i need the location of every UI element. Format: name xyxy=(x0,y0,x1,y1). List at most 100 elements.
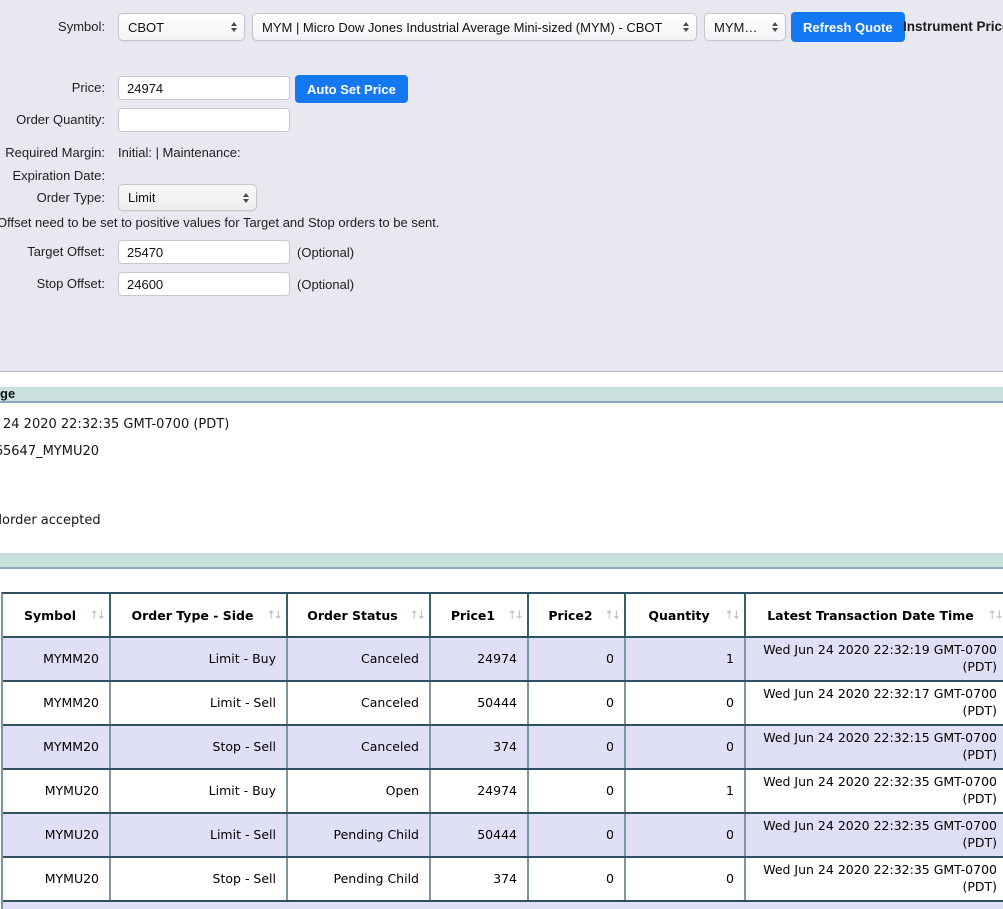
cell-status: Pending Child xyxy=(288,858,431,900)
target-offset-label: Target Offset: xyxy=(0,239,105,265)
instrument-select[interactable]: MYM | Micro Dow Jones Industrial Average… xyxy=(252,13,697,41)
cell-type-side: Limit - Sell xyxy=(111,814,288,856)
required-margin-value: Initial: | Maintenance: xyxy=(118,145,241,160)
cell-datetime: Wed Jun 24 2020 22:32:15 GMT-0700 (PDT) xyxy=(746,726,1003,768)
cell-quantity: 0 xyxy=(626,814,746,856)
sort-icon[interactable]: ↑↓ xyxy=(90,609,104,622)
cell-status: Open xyxy=(288,770,431,812)
contract-select[interactable]: MYMU20 xyxy=(704,13,786,41)
order-type-select-value: Limit xyxy=(128,190,155,205)
cell-price1: 50444 xyxy=(431,814,529,856)
column-header-price1[interactable]: Price1↑↓ xyxy=(431,594,529,636)
cell-price2: 0 xyxy=(529,770,626,812)
cell-price2: 0 xyxy=(529,682,626,724)
cell-type-side: Limit - Sell xyxy=(111,682,288,724)
column-header-quantity[interactable]: Quantity↑↓ xyxy=(626,594,746,636)
cell-symbol: MYMU20 xyxy=(3,770,111,812)
cell-quantity: 1 xyxy=(626,770,746,812)
stop-optional-hint: (Optional) xyxy=(297,277,354,292)
table-row-partial xyxy=(3,902,1003,909)
table-row[interactable]: MYMM20 Limit - Sell Canceled 50444 0 0 W… xyxy=(3,682,1003,726)
select-arrows-icon xyxy=(231,22,237,32)
order-type-select[interactable]: Limit xyxy=(118,184,257,211)
cell-type-side: Limit - Buy xyxy=(111,770,288,812)
stop-offset-input[interactable] xyxy=(118,272,290,296)
cell-type-side: Stop - Sell xyxy=(111,726,288,768)
message-order-id: 65647_MYMU20 xyxy=(0,444,99,459)
cell-quantity: 1 xyxy=(626,638,746,680)
cell-datetime: Wed Jun 24 2020 22:32:35 GMT-0700 (PDT) xyxy=(746,770,1003,812)
select-arrows-icon xyxy=(772,22,778,32)
cell-datetime: Wed Jun 24 2020 22:32:17 GMT-0700 (PDT) xyxy=(746,682,1003,724)
orders-table: Symbol↑↓ Order Type - Side↑↓ Order Statu… xyxy=(1,592,1003,909)
cell-symbol: MYMM20 xyxy=(3,682,111,724)
cell-quantity: 0 xyxy=(626,858,746,900)
message-status: dorder accepted xyxy=(0,513,101,528)
cell-type-side: Stop - Sell xyxy=(111,858,288,900)
message-section-header: ge xyxy=(0,387,1003,403)
table-row[interactable]: MYMU20 Limit - Buy Open 24974 0 1 Wed Ju… xyxy=(3,770,1003,814)
instrument-price-label: Instrument Price xyxy=(903,19,1003,34)
order-entry-panel: Symbol: CBOT MYM | Micro Dow Jones Indus… xyxy=(0,0,1003,372)
cell-price1: 374 xyxy=(431,858,529,900)
sort-icon[interactable]: ↑↓ xyxy=(988,609,1002,622)
instrument-select-value: MYM | Micro Dow Jones Industrial Average… xyxy=(262,20,662,35)
cell-price1: 24974 xyxy=(431,638,529,680)
cell-price2: 0 xyxy=(529,814,626,856)
cell-price2: 0 xyxy=(529,726,626,768)
cell-status: Canceled xyxy=(288,682,431,724)
cell-quantity: 0 xyxy=(626,726,746,768)
select-arrows-icon xyxy=(243,193,249,203)
cell-price2: 0 xyxy=(529,858,626,900)
sort-icon[interactable]: ↑↓ xyxy=(410,609,424,622)
trading-page: { "form": { "symbol_label": "Symbol:", "… xyxy=(0,0,1003,907)
cell-price2: 0 xyxy=(529,638,626,680)
sort-icon[interactable]: ↑↓ xyxy=(508,609,522,622)
select-arrows-icon xyxy=(683,22,689,32)
order-quantity-label: Order Quantity: xyxy=(0,107,105,133)
cell-symbol: MYMU20 xyxy=(3,814,111,856)
exchange-select[interactable]: CBOT xyxy=(118,13,245,41)
target-offset-input[interactable] xyxy=(118,240,290,264)
cell-status: Canceled xyxy=(288,638,431,680)
column-header-price2[interactable]: Price2↑↓ xyxy=(529,594,626,636)
auto-set-price-button[interactable]: Auto Set Price xyxy=(295,75,408,103)
cell-datetime: Wed Jun 24 2020 22:32:35 GMT-0700 (PDT) xyxy=(746,858,1003,900)
cell-status: Canceled xyxy=(288,726,431,768)
orders-table-header-row: Symbol↑↓ Order Type - Side↑↓ Order Statu… xyxy=(3,594,1003,638)
cell-symbol: MYMM20 xyxy=(3,726,111,768)
sort-icon[interactable]: ↑↓ xyxy=(267,609,281,622)
column-header-order-type-side[interactable]: Order Type - Side↑↓ xyxy=(111,594,288,636)
cell-price1: 50444 xyxy=(431,682,529,724)
sort-icon[interactable]: ↑↓ xyxy=(605,609,619,622)
refresh-quote-button[interactable]: Refresh Quote xyxy=(791,12,905,42)
column-header-latest-transaction[interactable]: Latest Transaction Date Time↑↓ xyxy=(746,594,1003,636)
cell-datetime: Wed Jun 24 2020 22:32:19 GMT-0700 (PDT) xyxy=(746,638,1003,680)
orders-section-header xyxy=(0,553,1003,569)
column-header-symbol[interactable]: Symbol↑↓ xyxy=(3,594,111,636)
price-input[interactable] xyxy=(118,76,290,100)
target-optional-hint: (Optional) xyxy=(297,245,354,260)
cell-datetime: Wed Jun 24 2020 22:32:35 GMT-0700 (PDT) xyxy=(746,814,1003,856)
cell-quantity: 0 xyxy=(626,682,746,724)
message-timestamp: 24 2020 22:32:35 GMT-0700 (PDT) xyxy=(3,417,229,432)
cell-type-side: Limit - Buy xyxy=(111,638,288,680)
cell-price1: 24974 xyxy=(431,770,529,812)
expiration-date-label: Expiration Date: xyxy=(0,168,105,183)
table-row[interactable]: MYMU20 Stop - Sell Pending Child 374 0 0… xyxy=(3,858,1003,902)
cell-price1: 374 xyxy=(431,726,529,768)
symbol-label: Symbol: xyxy=(0,13,105,41)
contract-select-value: MYMU20 xyxy=(714,20,761,35)
table-row[interactable]: MYMM20 Limit - Buy Canceled 24974 0 1 We… xyxy=(3,638,1003,682)
table-row[interactable]: MYMM20 Stop - Sell Canceled 374 0 0 Wed … xyxy=(3,726,1003,770)
exchange-select-value: CBOT xyxy=(128,20,164,35)
required-margin-label: Required Margin: xyxy=(0,145,105,160)
price-label: Price: xyxy=(0,75,105,101)
message-section-title-partial: ge xyxy=(0,386,15,401)
column-header-order-status[interactable]: Order Status↑↓ xyxy=(288,594,431,636)
order-quantity-input[interactable] xyxy=(118,108,290,132)
cell-status: Pending Child xyxy=(288,814,431,856)
order-type-label: Order Type: xyxy=(0,184,105,211)
sort-icon[interactable]: ↑↓ xyxy=(725,609,739,622)
table-row[interactable]: MYMU20 Limit - Sell Pending Child 50444 … xyxy=(3,814,1003,858)
